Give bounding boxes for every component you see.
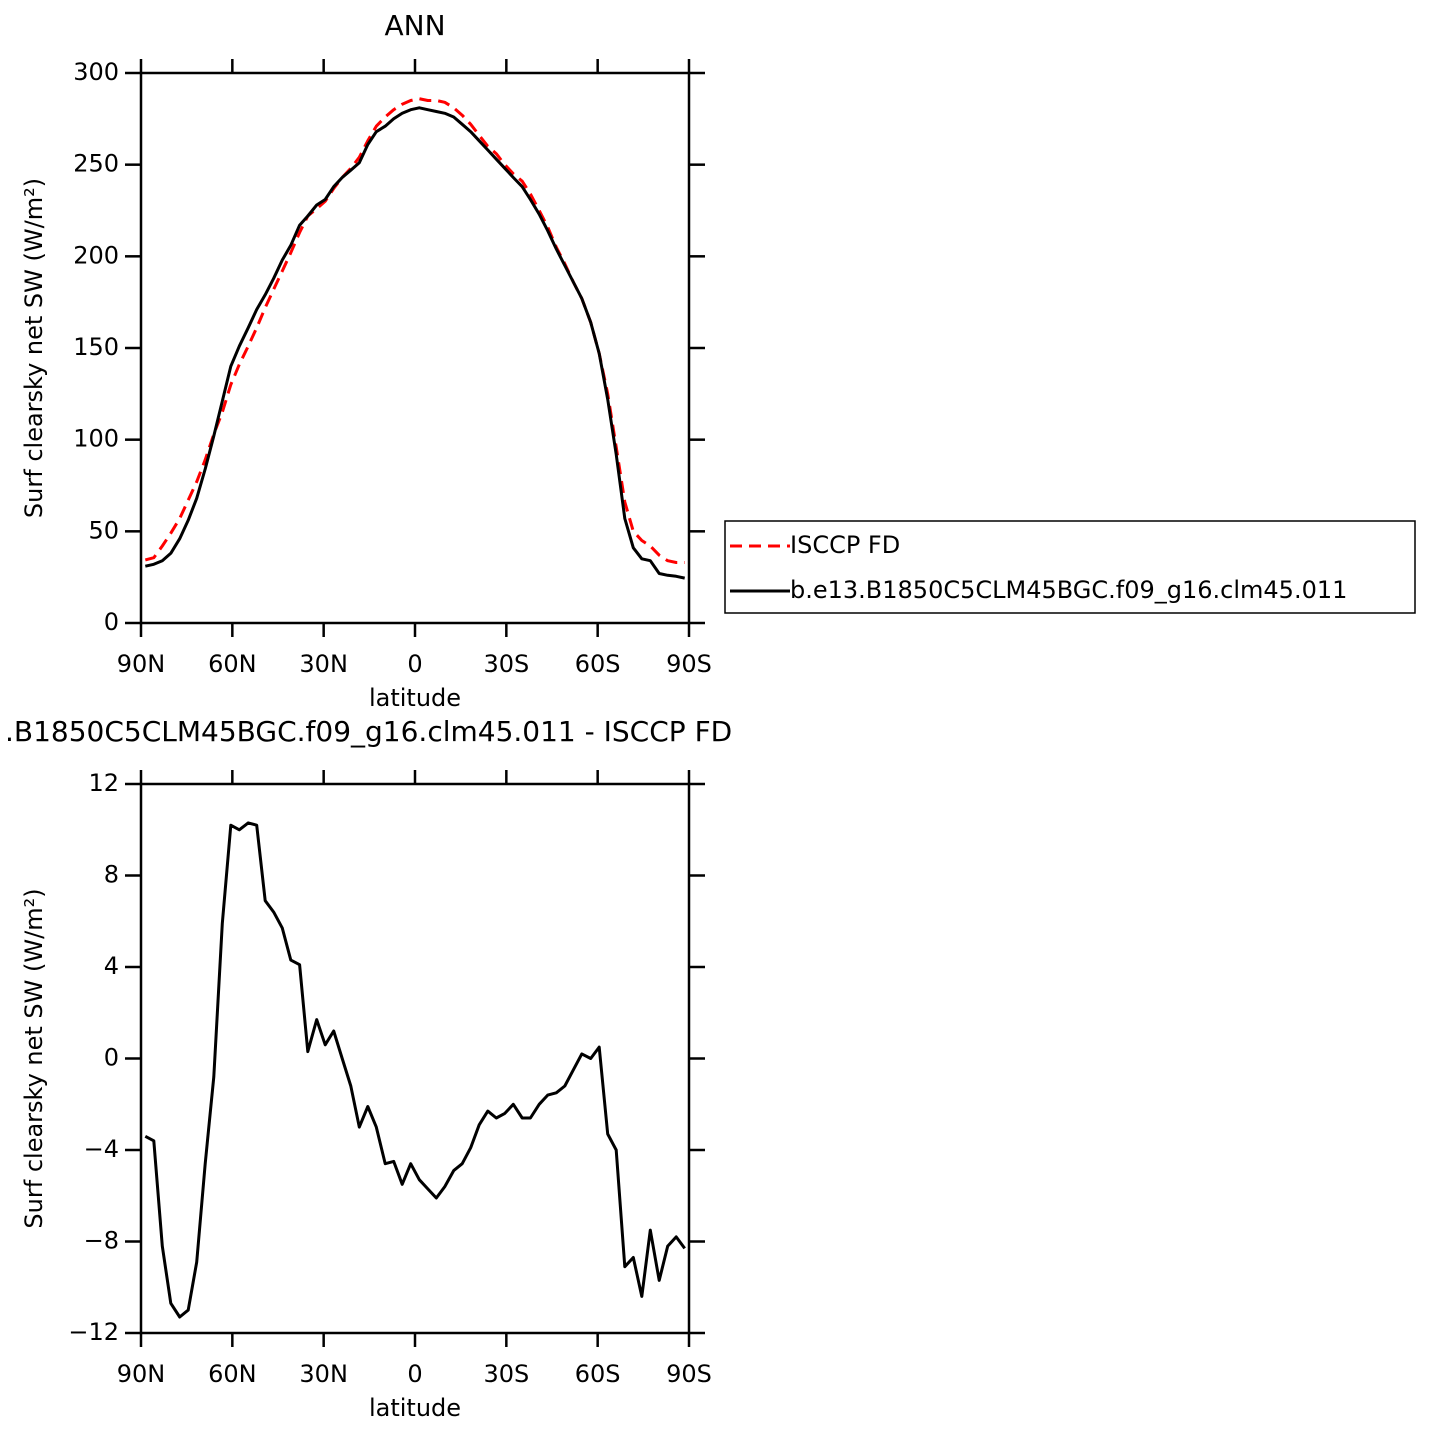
plot-frame bbox=[139, 782, 691, 1335]
x-tick-label: 60N bbox=[208, 1360, 257, 1388]
x-tick-label: 90N bbox=[117, 1360, 166, 1388]
y-tick-label: −8 bbox=[84, 1227, 119, 1255]
x-tick-label: 30S bbox=[483, 1360, 529, 1388]
chart-title: .B1850C5CLM45BGC.f09_g16.clm45.011 - ISC… bbox=[5, 715, 732, 748]
y-tick-label: −12 bbox=[68, 1318, 119, 1346]
legend-label: ISCCP FD bbox=[790, 531, 900, 559]
chart-title: ANN bbox=[384, 9, 445, 42]
series-line bbox=[144, 106, 686, 580]
legend-label: b.e13.B1850C5CLM45BGC.f09_g16.clm45.011 bbox=[790, 576, 1347, 604]
y-tick-label: 150 bbox=[73, 333, 119, 361]
y-tick-label: −4 bbox=[84, 1135, 119, 1163]
y-tick-label: 0 bbox=[104, 608, 119, 636]
y-tick-label: 200 bbox=[73, 241, 119, 269]
y-tick-label: 50 bbox=[88, 516, 119, 544]
x-tick-label: 0 bbox=[407, 650, 422, 678]
y-tick-label: 8 bbox=[104, 861, 119, 889]
y-tick-label: 0 bbox=[104, 1044, 119, 1072]
plot-frame bbox=[139, 71, 691, 625]
y-axis-label: Surf clearsky net SW (W/m²) bbox=[20, 888, 48, 1228]
x-tick-label: 60N bbox=[208, 650, 257, 678]
y-tick-label: 300 bbox=[73, 58, 119, 86]
x-axis-label: latitude bbox=[369, 684, 461, 712]
y-axis-label: Surf clearsky net SW (W/m²) bbox=[20, 178, 48, 518]
legend-box bbox=[724, 520, 1416, 614]
x-axis-label: latitude bbox=[369, 1394, 461, 1422]
y-tick-label: 250 bbox=[73, 150, 119, 178]
x-tick-label: 30N bbox=[299, 1360, 348, 1388]
x-tick-label: 60S bbox=[575, 650, 621, 678]
x-tick-label: 30N bbox=[299, 650, 348, 678]
y-tick-label: 4 bbox=[104, 952, 119, 980]
x-tick-label: 90N bbox=[117, 650, 166, 678]
x-tick-label: 60S bbox=[575, 1360, 621, 1388]
y-tick-label: 12 bbox=[88, 769, 119, 797]
x-tick-label: 90S bbox=[666, 1360, 712, 1388]
y-tick-label: 100 bbox=[73, 425, 119, 453]
x-tick-label: 30S bbox=[483, 650, 529, 678]
x-tick-label: 90S bbox=[666, 650, 712, 678]
series-line bbox=[144, 97, 685, 564]
difference-line bbox=[144, 821, 686, 1319]
x-tick-label: 0 bbox=[407, 1360, 422, 1388]
